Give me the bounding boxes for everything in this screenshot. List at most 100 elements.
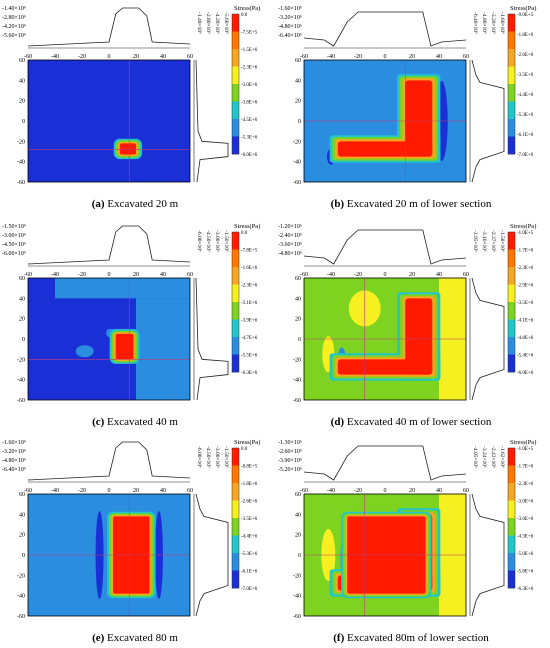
legend-swatch (232, 267, 239, 285)
y-tick-label: -40 (17, 160, 25, 166)
top-axis-label: -5.20×10⁶ (278, 467, 302, 473)
top-profile-curve (303, 445, 467, 481)
panel-caption: (e) Excavated 80 m (0, 630, 270, 646)
x-tick-label: -20 (354, 488, 362, 494)
panel-caption: (b) Excavated 20 m of lower section (276, 196, 546, 212)
legend-swatch (508, 31, 515, 50)
y-tick-label: -60 (17, 180, 25, 186)
x-tick-label: -60 (24, 272, 32, 278)
legend-title: Stress(Pa) (510, 439, 536, 446)
legend-swatch (508, 319, 515, 338)
x-tick-label: 20 (133, 488, 139, 494)
map-frame (303, 277, 467, 401)
x-tick-label: 0 (384, 272, 387, 278)
legend-value: -7.0E+6 (517, 153, 534, 158)
panel-caption-text: Excavated 80m of lower section (347, 632, 489, 644)
legend-value: -2.3E+6 (517, 266, 534, 271)
legend-swatch (508, 553, 515, 571)
contour-band-light (55, 278, 190, 299)
y-tick-label: -40 (293, 378, 301, 384)
x-tick-label: 20 (133, 272, 139, 278)
legend-value: -4.8E+6 (517, 336, 534, 341)
right-axis-label: -6.40×10⁶ (472, 12, 478, 34)
y-tick-label: 40 (295, 78, 301, 84)
legend-swatch (232, 570, 239, 589)
legend-swatch (232, 232, 239, 250)
right-axis-label: -1.50×10⁶ (223, 446, 229, 468)
panel-c: -1.50×10⁶ -3.00×10⁶ -4.50×10⁶ -6.00×10⁶ -60-… (0, 218, 270, 432)
legend-value: -3.0E+6 (241, 83, 258, 88)
x-tick-label: 20 (409, 54, 415, 60)
legend-swatch (508, 570, 515, 589)
legend-swatch (232, 284, 239, 303)
top-axis-label: -4.80×10⁶ (278, 251, 302, 257)
y-tick-label: -40 (17, 594, 25, 600)
top-axis-label: -2.40×10⁶ (278, 233, 302, 239)
x-tick-label: -40 (327, 272, 335, 278)
right-axis-label: -2.80×10⁶ (205, 12, 211, 34)
x-tick-label: -60 (300, 54, 308, 60)
y-tick-label: 60 (295, 276, 301, 282)
panel-caption-text: Excavated 80 m (107, 632, 178, 644)
legend-value: -5.3E+6 (241, 552, 258, 557)
y-tick-label: 0 (22, 337, 25, 343)
y-tick-label: 60 (295, 492, 301, 498)
x-tick-label: 40 (160, 54, 166, 60)
legend-value: 0.0 (241, 13, 248, 18)
legend-value: 0.0 (241, 231, 248, 236)
top-axis-label: -6.00×10⁶ (2, 251, 26, 257)
legend-value: -5.5E+6 (241, 354, 258, 359)
legend-value: -5.0E+6 (517, 552, 534, 557)
legend-value: -5.4E+6 (517, 354, 534, 359)
legend-swatch (508, 84, 515, 102)
right-axis-label: -6.00×10⁶ (196, 446, 202, 468)
legend-value: -1.6E+6 (241, 266, 258, 271)
x-tick-label: -40 (327, 488, 335, 494)
y-tick-label: -20 (17, 573, 25, 579)
panel-letter: (b) (330, 198, 345, 210)
top-axis-label: -2.60×10⁶ (278, 449, 302, 455)
x-tick-label: 40 (436, 54, 442, 60)
stress-contour-plot: -1.40×10⁶-2.80×10⁶-4.20×10⁶-5.60×10⁶-60-… (2, 5, 260, 186)
panel-letter: (f) (333, 632, 345, 644)
right-axis-label: -3.00×10⁶ (214, 230, 220, 252)
stress-contour-plot: -1.60×10⁶-3.20×10⁶-4.80×10⁶-6.40×10⁶-60-… (278, 5, 536, 186)
x-tick-label: -60 (24, 488, 32, 494)
x-tick-label: 60 (463, 488, 469, 494)
legend-swatch (508, 337, 515, 355)
contour-core-red (405, 298, 433, 375)
top-axis-label: -3.60×10⁶ (278, 242, 302, 248)
y-tick-label: 0 (298, 337, 301, 343)
legend-swatch (508, 535, 515, 554)
legend-swatch (508, 101, 515, 120)
legend-swatch (232, 319, 239, 338)
legend-value: -1.0E+5 (517, 447, 534, 452)
contour-band-light (136, 298, 190, 400)
legend-title: Stress(Pa) (510, 5, 536, 12)
x-tick-label: -40 (51, 488, 59, 494)
top-axis-label: -6.40×10⁶ (278, 33, 302, 39)
panel-caption: (c) Excavated 40 m (0, 414, 270, 430)
legend-value: -3.6E+6 (517, 517, 534, 522)
top-axis-label: -4.80×10⁶ (2, 458, 26, 464)
x-tick-label: 0 (384, 488, 387, 494)
legend-value: -6.1E+6 (241, 570, 258, 575)
legend-value: -4.7E+6 (241, 336, 258, 341)
legend-swatch (508, 14, 515, 32)
stress-contour-plot: -1.60×10⁶-3.20×10⁶-4.80×10⁶-6.40×10⁶-60-… (2, 439, 260, 620)
legend-swatch (508, 249, 515, 268)
y-tick-label: 40 (19, 512, 25, 518)
top-axis-label: -1.40×10⁶ (2, 6, 26, 12)
top-profile-curve (303, 229, 467, 265)
legend-frame (231, 231, 240, 373)
map-frame (303, 59, 467, 183)
legend-value: -8.8E+5 (241, 465, 258, 470)
y-tick-label: 20 (19, 99, 25, 105)
right-axis-label: -4.50×10⁶ (205, 446, 211, 468)
legend-value: -6.1E+6 (517, 133, 534, 138)
legend-value: -2.3E+6 (241, 284, 258, 289)
legend-frame (231, 447, 240, 589)
legend-value: -6.3E+6 (517, 587, 534, 592)
right-profile-curve (195, 277, 229, 401)
x-tick-label: 0 (108, 488, 111, 494)
